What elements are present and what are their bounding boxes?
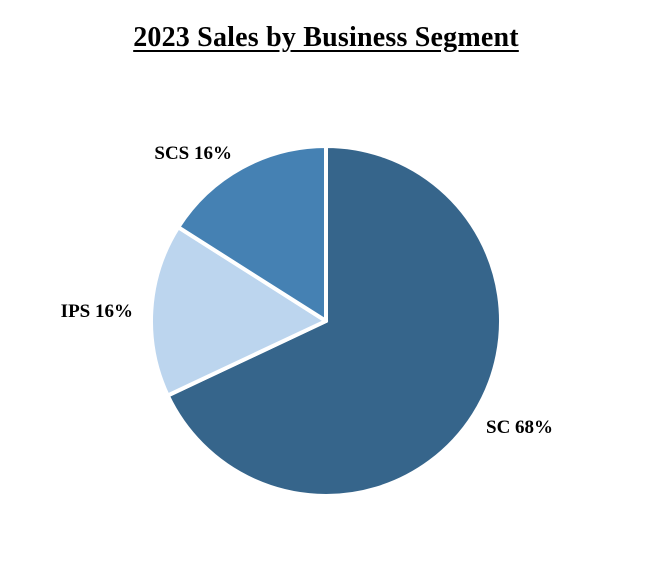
pie-slice-ips xyxy=(149,225,328,398)
pie-labels: SC 68% IPS 16% SCS 16% xyxy=(61,143,553,438)
slice-label-ips: IPS 16% xyxy=(61,301,133,322)
pie-slices xyxy=(149,144,504,498)
slice-label-sc: SC 68% xyxy=(486,417,553,438)
slice-label-scs: SCS 16% xyxy=(154,143,232,164)
pie-slice-sc xyxy=(165,144,504,498)
chart-title: 2023 Sales by Business Segment xyxy=(133,22,519,53)
pie-slice-scs xyxy=(176,144,328,323)
